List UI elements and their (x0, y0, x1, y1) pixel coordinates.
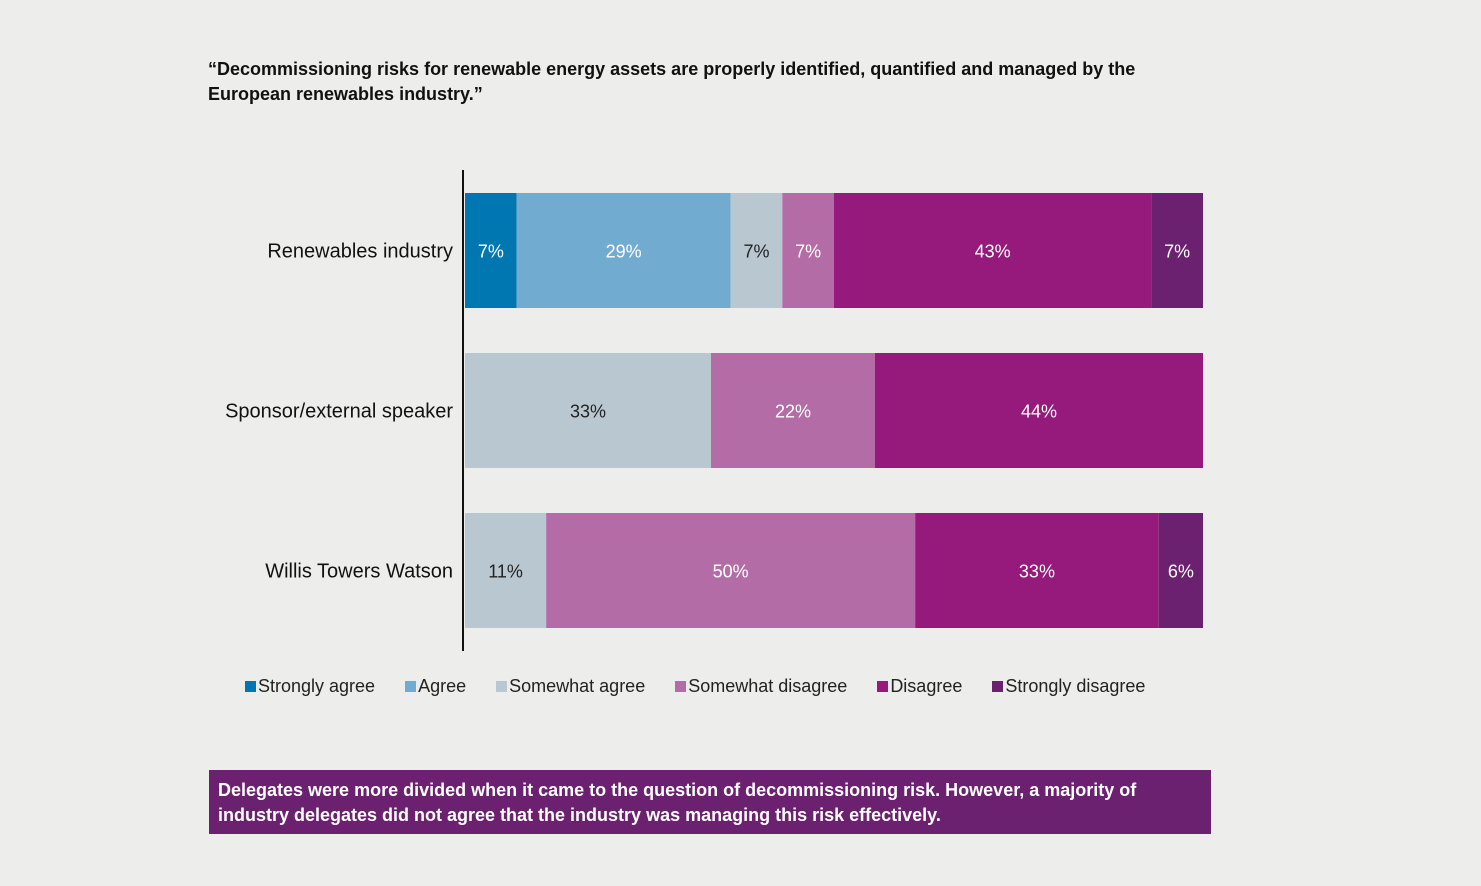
legend-swatch (877, 681, 889, 692)
chart-legend: Strongly agree Agree Somewhat agree Somewha… (245, 676, 1145, 697)
bar-segment (1158, 513, 1203, 628)
legend-item: Somewhat disagree (675, 676, 847, 697)
data-label: 33% (570, 402, 606, 422)
legend-swatch (992, 681, 1004, 692)
category-label: Renewables industry (267, 241, 453, 263)
summary-note: Delegates were more divided when it came… (209, 770, 1211, 834)
bar-segment (465, 193, 517, 308)
chart-title: “Decommissioning risks for renewable ene… (208, 59, 1136, 104)
bar-segment (915, 513, 1159, 628)
data-label: 44% (1021, 402, 1057, 422)
legend-item: Disagree (877, 676, 962, 697)
legend-swatch (245, 681, 256, 692)
bar-segment (1151, 193, 1203, 308)
bar-segment (782, 193, 834, 308)
legend-label: Agree (418, 676, 467, 696)
data-label: 7% (795, 242, 821, 262)
category-label: Willis Towers Watson (265, 561, 453, 583)
legend-item: Agree (405, 676, 466, 697)
data-label: 6% (1168, 562, 1194, 582)
data-label: 22% (775, 402, 811, 422)
data-label: 7% (744, 242, 770, 262)
bar-segment (465, 353, 711, 468)
data-label: 29% (606, 242, 642, 262)
legend-swatch (496, 681, 508, 692)
bar-segment (465, 513, 547, 628)
data-label: 43% (975, 242, 1011, 262)
legend-label: Strongly disagree (1005, 676, 1146, 696)
legend-item: Somewhat agree (496, 676, 645, 697)
bar-segment (516, 193, 731, 308)
legend-item: Strongly disagree (992, 676, 1145, 697)
bar-segment (730, 193, 783, 308)
legend-item: Strongly agree (245, 676, 375, 697)
bar-segment (875, 353, 1203, 468)
data-label: 33% (1019, 562, 1055, 582)
legend-swatch (405, 681, 417, 692)
data-label: 11% (488, 562, 523, 582)
legend-label: Disagree (890, 676, 963, 696)
legend-swatch (675, 681, 687, 692)
data-label: 50% (713, 562, 749, 582)
category-label: Sponsor/external speaker (225, 401, 453, 423)
legend-label: Strongly agree (258, 676, 376, 696)
data-label: 7% (478, 242, 504, 262)
data-label: 7% (1164, 242, 1190, 262)
legend-label: Somewhat agree (509, 676, 646, 696)
legend-label: Somewhat disagree (688, 676, 848, 696)
bar-segment (711, 353, 875, 468)
bar-segment (546, 513, 916, 628)
bar-segment (834, 193, 1152, 308)
